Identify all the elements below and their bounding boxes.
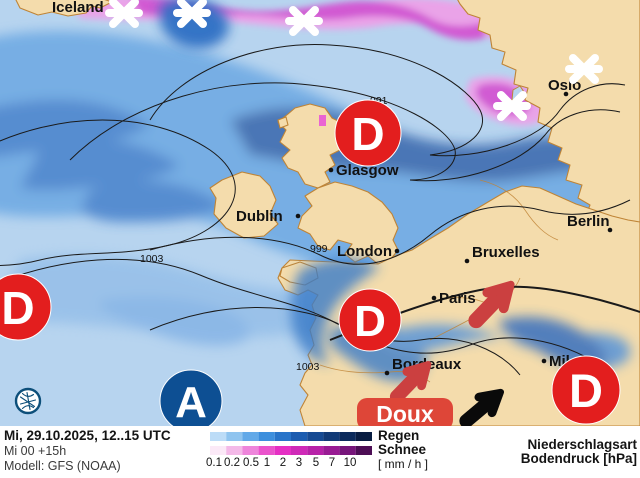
svg-text:[ mm / h ]: [ mm / h ]: [378, 457, 428, 471]
svg-text:D: D: [354, 297, 386, 346]
svg-text:0.1: 0.1: [206, 457, 222, 469]
svg-text:3: 3: [296, 457, 302, 469]
svg-text:Berlin: Berlin: [567, 213, 610, 230]
svg-text:Doux: Doux: [376, 401, 434, 426]
svg-text:2: 2: [280, 457, 286, 469]
svg-text:1003: 1003: [296, 361, 320, 373]
svg-text:D: D: [569, 364, 603, 417]
svg-text:0.2: 0.2: [224, 457, 240, 469]
svg-text:7: 7: [329, 457, 335, 469]
svg-text:A: A: [175, 378, 207, 426]
svg-text:Iceland: Iceland: [52, 0, 104, 16]
svg-text:Modell: GFS (NOAA): Modell: GFS (NOAA): [4, 459, 121, 473]
svg-text:Schnee: Schnee: [378, 442, 427, 457]
svg-text:Bodendruck [hPa]: Bodendruck [hPa]: [521, 451, 637, 466]
svg-text:1003: 1003: [140, 253, 164, 265]
svg-text:Bruxelles: Bruxelles: [472, 244, 540, 261]
svg-text:D: D: [1, 282, 34, 334]
svg-text:999: 999: [310, 243, 328, 255]
svg-text:Regen: Regen: [378, 428, 419, 443]
svg-text:Niederschlagsart: Niederschlagsart: [527, 437, 637, 452]
svg-text:Dublin: Dublin: [236, 208, 283, 225]
svg-text:Mi 00 +15h: Mi 00 +15h: [4, 444, 66, 458]
svg-text:1: 1: [264, 457, 270, 469]
svg-text:London: London: [337, 243, 392, 260]
svg-text:10: 10: [344, 457, 357, 469]
svg-text:Paris: Paris: [439, 290, 476, 307]
svg-text:5: 5: [313, 457, 319, 469]
svg-text:0.5: 0.5: [243, 457, 259, 469]
svg-text:Mi, 29.10.2025, 12..15 UTC: Mi, 29.10.2025, 12..15 UTC: [4, 428, 171, 443]
svg-text:D: D: [351, 108, 384, 160]
